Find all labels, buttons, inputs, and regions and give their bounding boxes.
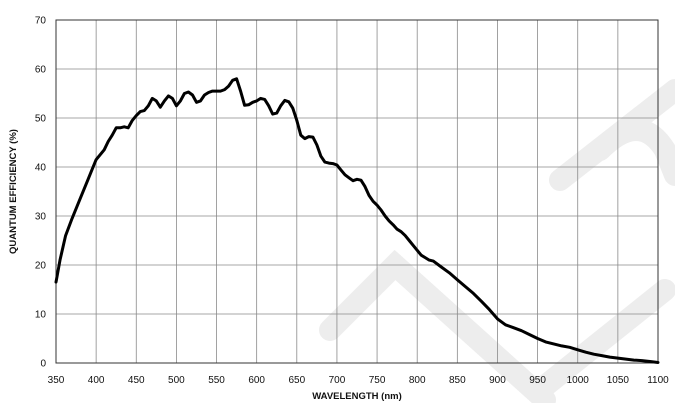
x-tick-label: 450 [128, 375, 145, 386]
x-tick-label: 700 [329, 375, 346, 386]
y-axis-tick-labels: 0 10 20 30 40 50 60 70 [35, 16, 47, 370]
y-axis-title: QUANTUM EFFICIENCY (%) [8, 129, 19, 254]
x-tick-label: 750 [369, 375, 386, 386]
x-tick-label: 400 [88, 375, 105, 386]
x-axis-tick-labels: 350 400 450 500 550 600 650 700 750 800 850 900 950 1… [48, 375, 670, 386]
plot-frame [55, 19, 659, 364]
series-layer [54, 77, 660, 364]
x-tick-label: 1000 [567, 375, 590, 386]
y-tick-label: 50 [35, 114, 47, 125]
x-axis-title: WAVELENGTH (nm) [312, 391, 402, 402]
x-tick-label: 1050 [607, 375, 630, 386]
y-tick-label: 40 [35, 163, 47, 174]
x-tick-label: 1100 [647, 375, 669, 386]
x-tick-label: 500 [168, 375, 185, 386]
x-tick-label: 850 [449, 375, 466, 386]
x-tick-label: 950 [529, 375, 546, 386]
y-tick-label: 20 [35, 261, 47, 272]
y-tick-label: 60 [35, 65, 47, 76]
y-tick-label: 10 [35, 310, 47, 321]
watermark [319, 79, 675, 403]
y-tick-label: 0 [40, 359, 46, 370]
x-tick-label: 900 [489, 375, 506, 386]
y-tick-label: 70 [35, 16, 47, 27]
qe-curve-line [54, 77, 660, 364]
x-tick-label: 650 [288, 375, 305, 386]
y-tick-label: 30 [35, 212, 47, 223]
x-tick-label: 550 [208, 375, 225, 386]
grid [55, 19, 659, 364]
x-tick-label: 350 [48, 375, 65, 386]
x-tick-label: 600 [248, 375, 265, 386]
x-tick-label: 800 [409, 375, 426, 386]
